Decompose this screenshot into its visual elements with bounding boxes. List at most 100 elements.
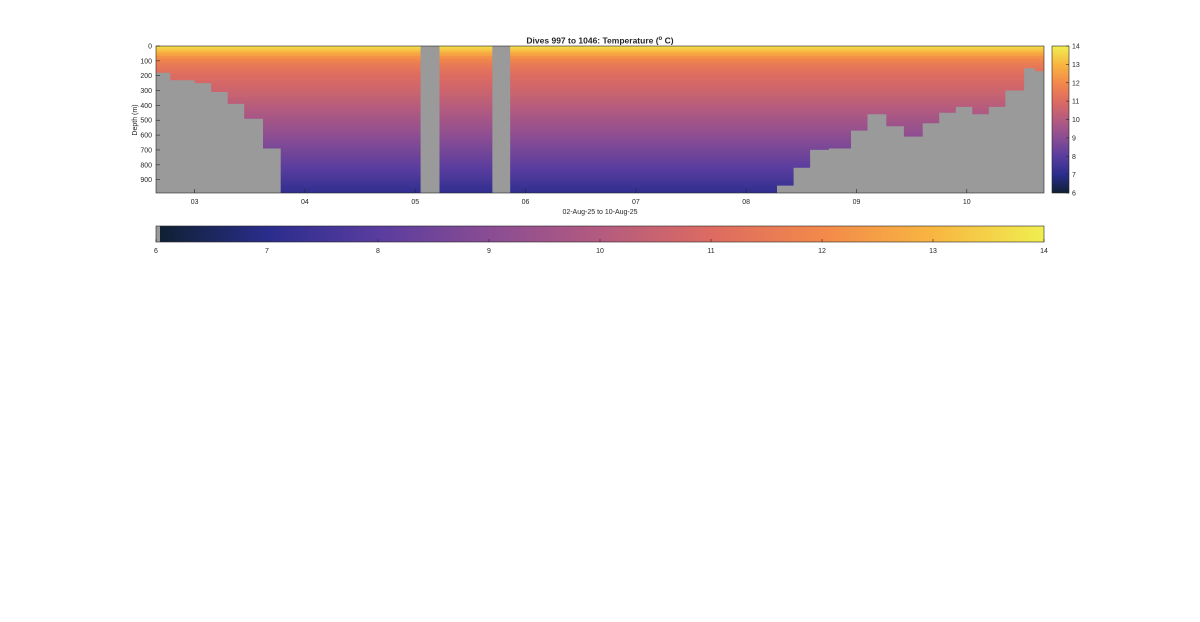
temperature-band — [156, 129, 1044, 133]
temperature-band — [156, 53, 1044, 57]
temperature-band — [156, 55, 1044, 59]
temperature-band — [156, 158, 1044, 162]
colorbar-bottom-tick-label: 6 — [154, 248, 158, 255]
temperature-band — [156, 117, 1044, 120]
x-axis-label: 02-Aug-25 to 10-Aug-25 — [562, 209, 637, 216]
temperature-band — [156, 60, 1044, 64]
temperature-band — [156, 65, 1044, 69]
temperature-band — [156, 50, 1044, 54]
y-tick-label: 700 — [140, 147, 152, 154]
temperature-band — [156, 178, 1044, 182]
temperature-band — [156, 139, 1044, 143]
title-suffix: C) — [662, 36, 674, 46]
temperature-band — [156, 85, 1044, 89]
temperature-band — [156, 136, 1044, 140]
colorbar-right-tick-label: 9 — [1072, 135, 1076, 142]
colorbar-bottom-gradient — [160, 226, 1044, 242]
data-gap — [492, 46, 511, 193]
temperature-band — [156, 180, 1044, 184]
temperature-band — [156, 161, 1044, 165]
colorbar-right-tick-label: 13 — [1072, 62, 1080, 69]
y-tick-label: 500 — [140, 118, 152, 125]
y-tick-label: 200 — [140, 73, 152, 80]
temperature-band — [156, 124, 1044, 128]
temperature-band — [156, 107, 1044, 111]
colorbar-right-tick-label: 12 — [1072, 80, 1080, 87]
temperature-band — [156, 95, 1044, 98]
colorbar-bottom: 6 7 8 9 10 11 12 13 14 — [154, 225, 1048, 255]
y-axis: 0 100 200 300 400 500 600 700 800 900 — [140, 44, 160, 184]
colorbar-right-tick-label: 8 — [1072, 154, 1076, 161]
colorbar-right-tick-label: 11 — [1072, 99, 1079, 106]
data-gap — [420, 46, 440, 193]
temperature-band — [156, 75, 1044, 79]
title-superscript: o — [659, 36, 663, 42]
y-tick-label: 100 — [140, 58, 152, 65]
temperature-band — [156, 151, 1044, 155]
seafloor-mask — [156, 46, 1044, 193]
temperature-band — [156, 58, 1044, 62]
x-tick-label: 05 — [411, 199, 419, 206]
temperature-band — [156, 185, 1044, 189]
temperature-band — [156, 87, 1044, 91]
temperature-band — [156, 188, 1044, 192]
temperature-band — [156, 80, 1044, 84]
temperature-band — [156, 48, 1044, 52]
y-tick-label: 300 — [140, 88, 152, 95]
y-tick-label: 900 — [140, 177, 152, 184]
x-tick-label: 04 — [301, 199, 309, 206]
temperature-band — [156, 92, 1044, 96]
colorbar-right-tick-label: 10 — [1072, 117, 1080, 124]
temperature-band — [156, 146, 1044, 150]
temperature-band — [156, 153, 1044, 157]
temperature-band — [156, 163, 1044, 167]
y-tick-label: 800 — [140, 162, 152, 169]
colorbar-right: 6 7 8 9 10 11 12 13 14 — [1051, 44, 1080, 198]
temperature-band — [156, 104, 1044, 108]
temperature-band — [156, 183, 1044, 187]
temperature-band — [156, 173, 1044, 177]
temperature-band — [156, 144, 1044, 147]
colorbar-bottom-tick-label: 8 — [376, 248, 380, 255]
temperature-band — [156, 131, 1044, 135]
colorbar-bottom-tick-label: 12 — [818, 248, 826, 255]
temperature-band — [156, 109, 1044, 113]
temperature-band — [156, 102, 1044, 106]
temperature-band — [156, 166, 1044, 169]
temperature-band — [156, 134, 1044, 138]
x-tick-label: 10 — [963, 199, 971, 206]
colorbar-bottom-tick-label: 13 — [929, 248, 937, 255]
plot-area — [155, 45, 1045, 194]
temperature-band — [156, 70, 1044, 74]
temperature-band — [156, 156, 1044, 160]
x-tick-label: 07 — [632, 199, 640, 206]
temperature-band — [156, 90, 1044, 94]
x-axis: 03 04 05 06 07 08 09 10 — [191, 189, 971, 206]
x-tick-label: 08 — [742, 199, 750, 206]
y-axis-label: Depth (m) — [132, 104, 139, 135]
x-tick-label: 03 — [191, 199, 199, 206]
temperature-band — [156, 141, 1044, 145]
temperature-band — [156, 63, 1044, 67]
temperature-band — [156, 46, 1044, 49]
temperature-band — [156, 175, 1044, 179]
temperature-band — [156, 148, 1044, 152]
temperature-band — [156, 126, 1044, 130]
temperature-band — [156, 72, 1044, 76]
temperature-band — [156, 68, 1044, 71]
temperature-band — [156, 82, 1044, 86]
temperature-band — [156, 121, 1044, 125]
temperature-band — [156, 77, 1044, 81]
colorbar-bottom-tick-label: 14 — [1040, 248, 1048, 255]
colorbar-bottom-tick-label: 7 — [265, 248, 269, 255]
colorbar-right-tick-label: 14 — [1072, 44, 1080, 51]
colorbar-bottom-tick-label: 10 — [596, 248, 604, 255]
chart-title: Dives 997 to 1046: Temperature (o C) — [526, 36, 673, 46]
temperature-band — [156, 112, 1044, 116]
colorbar-right-tick-label: 7 — [1072, 172, 1076, 179]
temperature-field — [156, 46, 1044, 193]
colorbar-right-tick-label: 6 — [1072, 191, 1076, 198]
temperature-band — [156, 168, 1044, 172]
temperature-band — [156, 119, 1044, 123]
